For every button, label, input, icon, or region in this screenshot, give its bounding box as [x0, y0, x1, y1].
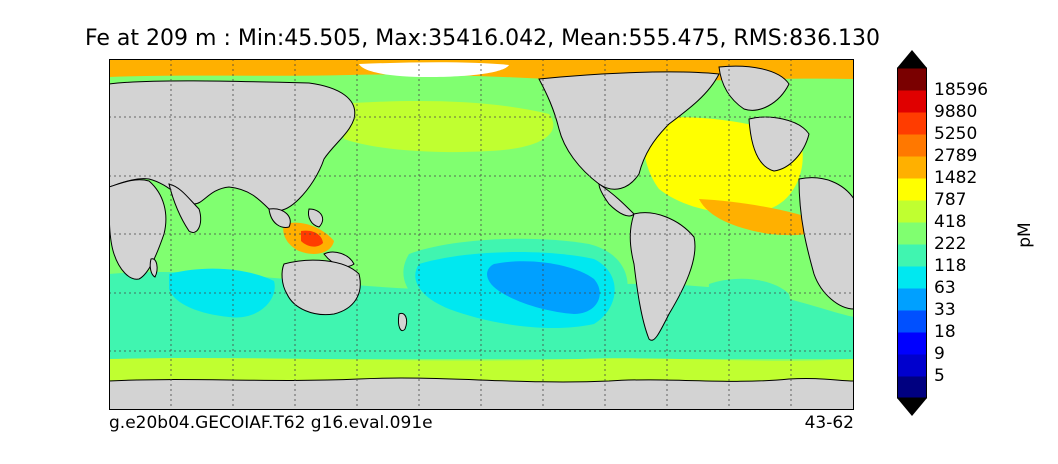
colorbar-tick-label: 5250: [934, 123, 978, 144]
colorbar-tick-label: 118: [934, 255, 967, 276]
colorbar-segment: [897, 332, 927, 355]
colorbar-tick-label: 5: [934, 365, 945, 386]
colorbar-tick-label: 9880: [934, 101, 978, 122]
sumatra: [268, 208, 291, 228]
atlantic-orange-plume: [699, 199, 829, 236]
colorbar: [897, 50, 927, 416]
colorbar-segment: [897, 90, 927, 113]
borneo: [308, 208, 324, 228]
sea-ice: [359, 62, 509, 77]
colorbar-segment: [897, 200, 927, 223]
colorbar-tick-label: 418: [934, 211, 967, 232]
colorbar-segment: [897, 222, 927, 245]
case-caption: g.e20b04.GECOIAF.T62 g16.eval.091e: [109, 413, 433, 433]
colorbar-frame: [897, 67, 927, 399]
map-panel: [109, 59, 854, 410]
colorbar-segment: [897, 112, 927, 135]
colorbar-tick-label: 18: [934, 321, 956, 342]
colorbar-tick-label: 63: [934, 277, 956, 298]
colorbar-segment: [897, 376, 927, 399]
colorbar-segment: [897, 288, 927, 311]
colorbar-tick-label: 9: [934, 343, 945, 364]
plot-title: Fe at 209 m : Min:45.505, Max:35416.042,…: [84, 26, 881, 51]
land-group: [109, 65, 854, 410]
colorbar-tick-label: 33: [934, 299, 956, 320]
colorbar-unit-label: pM: [1015, 222, 1035, 248]
new-zealand: [398, 312, 408, 332]
year-range-caption: 43-62: [804, 413, 854, 433]
colorbar-segment: [897, 266, 927, 289]
colorbar-segment: [897, 244, 927, 267]
colorbar-segments: [897, 50, 927, 416]
colorbar-segment: [897, 354, 927, 377]
colorbar-segment: [897, 156, 927, 179]
central-america: [598, 183, 635, 217]
colorbar-tick-label: 222: [934, 233, 967, 254]
map-svg: [109, 59, 854, 410]
colorbar-segment: [897, 68, 927, 91]
colorbar-tick-label: 18596: [934, 79, 989, 100]
colorbar-under-arrow: [897, 398, 927, 416]
australia: [281, 259, 361, 316]
antarctica: [109, 377, 854, 410]
south-america: [629, 212, 696, 341]
north-america: [538, 71, 720, 190]
colorbar-tick-label: 2789: [934, 145, 978, 166]
colorbar-segment: [897, 178, 927, 201]
india: [168, 183, 202, 233]
north-pacific-band: [339, 101, 554, 153]
gridlines: [109, 59, 854, 410]
pacific-gyre-core: [487, 261, 600, 314]
colorbar-tick-label: 1482: [934, 167, 978, 188]
madagascar: [149, 258, 158, 278]
europe-west: [748, 116, 810, 172]
colorbar-tick-label: 787: [934, 189, 967, 210]
africa-east: [798, 177, 854, 310]
indonesia-red: [301, 230, 323, 247]
atlantic-gyre: [708, 278, 790, 318]
indian-gyre: [169, 268, 275, 318]
greenland: [718, 65, 790, 111]
colorbar-segment: [897, 134, 927, 157]
colorbar-segment: [897, 310, 927, 333]
colorbar-over-arrow: [897, 50, 927, 68]
